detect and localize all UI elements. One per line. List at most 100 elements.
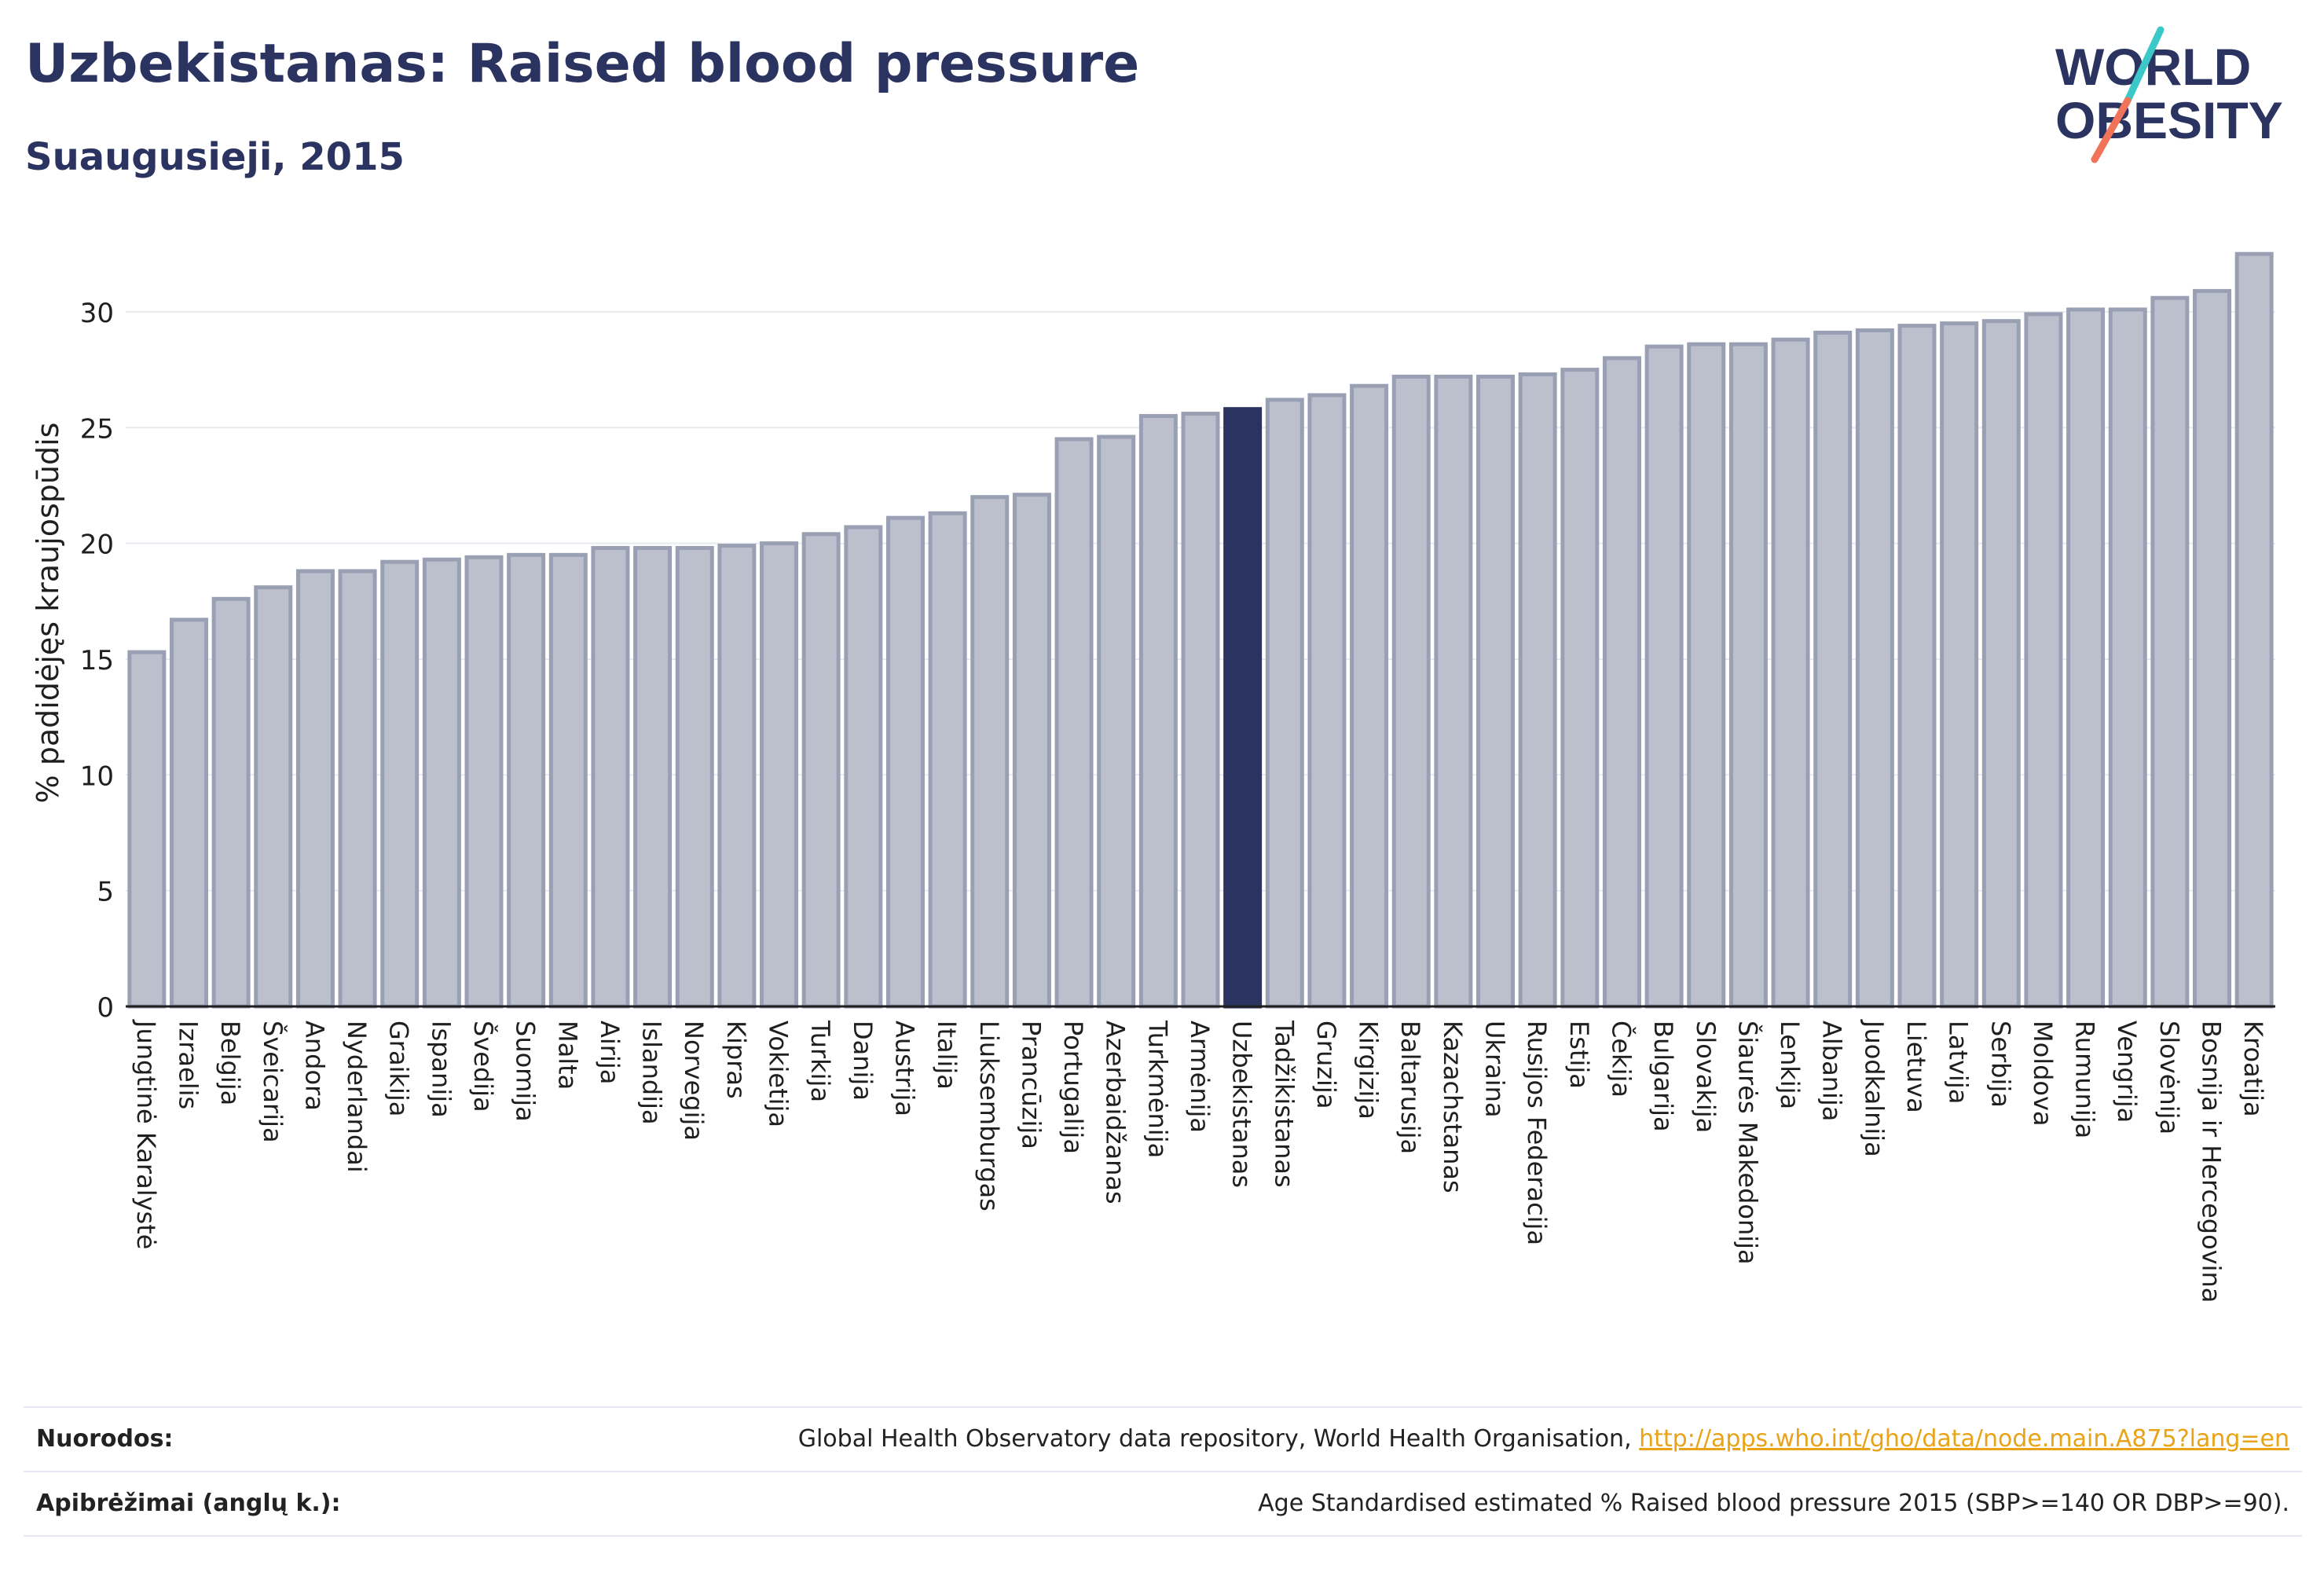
logo-line-2: OBESITY [2055,91,2283,149]
x-tick-label: Šiaurės Makedonija [1732,1021,1763,1265]
x-tick-label: Lenkija [1775,1021,1805,1109]
bar [1644,344,1684,1009]
y-tick-label: 0 [97,992,114,1024]
bar [2024,312,2063,1009]
definitions-label: Apibrėžimai (anglų k.): [36,1490,341,1517]
sources-text: Global Health Observatory data repositor… [797,1425,1640,1453]
x-tick-label: Bulgarija [1648,1021,1678,1132]
bar [1981,319,2021,1009]
x-tick-label: Slovėnija [2154,1021,2184,1134]
y-tick-label: 10 [80,761,114,792]
x-tick-label: Austrija [889,1021,919,1116]
x-tick-label: Baltarusija [1395,1021,1425,1154]
bar-highlighted [1223,407,1263,1009]
bar [1560,368,1600,1009]
world-obesity-logo: WORLD OBESITY [2055,26,2283,163]
x-tick-label: Islandija [637,1021,667,1125]
x-tick-label: Norvegija [679,1021,709,1141]
x-tick-label: Nyderlandai [342,1021,372,1173]
bar [1012,493,1051,1009]
bar [633,545,673,1009]
bar [1813,330,1853,1009]
x-tick-label: Bosnija ir Hercegovina [2197,1021,2227,1303]
x-tick-label: Kipras [721,1021,751,1099]
page-subtitle: Suaugusieji, 2015 [25,135,405,179]
bar [2234,251,2274,1009]
bar [1602,356,1641,1009]
x-tick-label: Moldova [2028,1021,2058,1127]
page-title: Uzbekistanas: Raised blood pressure [25,33,1140,95]
x-tick-label: Azerbaidžanas [1101,1021,1131,1204]
bar [928,511,967,1009]
x-axis-ticks: Jungtinė Karalystė Izraelis Belgija Šveicar… [131,1019,2268,1303]
bar [717,544,757,1009]
bar [1687,342,1726,1009]
bar [254,585,293,1009]
y-tick-label: 25 [80,413,114,445]
bar [507,552,546,1009]
bar [1097,434,1136,1009]
x-tick-label: Gruzija [1311,1021,1341,1109]
bar [1307,393,1347,1009]
bar [1476,374,1516,1009]
bar [464,555,504,1009]
x-tick-label: Turkmėnija [1142,1020,1172,1158]
x-tick-label: Liuksemburgas [974,1021,1004,1211]
bar [1350,383,1389,1009]
definitions-value: Age Standardised estimated % Raised bloo… [1258,1490,2289,1517]
sources-link[interactable]: http://apps.who.int/gho/data/node.main.A… [1639,1425,2289,1453]
logo-slash-teal [2124,26,2165,104]
x-tick-label: Vengrija [2112,1021,2142,1123]
x-tick-label: Kroatija [2238,1021,2268,1117]
bar [211,596,251,1009]
x-tick-label: Tadžikistanas [1269,1020,1299,1188]
x-tick-label: Estija [1564,1021,1594,1089]
footer-definitions-row: Apibrėžimai (anglų k.): Age Standardised… [24,1472,2302,1535]
bar [1771,337,1810,1009]
bar [422,557,461,1009]
sources-label: Nuorodos: [36,1425,174,1453]
bar [1434,374,1473,1009]
x-tick-label: Turkija [805,1020,835,1102]
bar [2150,295,2190,1009]
bar [1054,437,1094,1009]
bar [169,618,208,1009]
bar [801,532,841,1009]
footer-divider-bottom [24,1535,2302,1537]
x-tick-label: Kazachstanas [1438,1021,1468,1193]
x-tick-label: Andora [299,1021,329,1111]
bar [1855,328,1894,1009]
bar-chart: 0 5 10 15 20 25 30 Jungtinė Karalystė Izraelis B… [31,251,2275,1303]
bar [1897,324,1937,1009]
bar [1518,372,1557,1009]
x-tick-label: Airija [595,1021,625,1084]
x-tick-label: Prancūzija [1016,1021,1046,1149]
bar [295,569,335,1009]
x-tick-label: Lietuva [1901,1021,1931,1113]
x-tick-label: Čekija [1606,1021,1637,1098]
y-tick-label: 20 [80,530,114,561]
bar [1940,321,1979,1009]
x-tick-label: Belgija [215,1021,245,1105]
bar [675,545,714,1009]
bar [885,515,925,1009]
y-tick-label: 5 [97,877,114,908]
x-tick-label: Portugalija [1058,1021,1088,1154]
bar [2108,307,2147,1009]
bar [844,525,883,1009]
x-tick-label: Malta [552,1021,582,1090]
x-tick-label: Juodkalnija [1859,1019,1889,1157]
x-tick-label: Italija [932,1021,962,1090]
x-tick-label: Vokietija [764,1021,794,1127]
bar [970,495,1010,1009]
bar [2066,307,2106,1009]
bars [127,251,2274,1009]
x-tick-label: Slovakija [1691,1021,1721,1133]
logo-slash-coral [2091,97,2132,163]
bar [760,541,799,1009]
x-tick-label: Ukraina [1480,1021,1510,1118]
x-tick-label: Kirgizija [1354,1021,1384,1120]
bar [1391,374,1431,1009]
bar [548,552,588,1009]
bar [1265,398,1304,1009]
